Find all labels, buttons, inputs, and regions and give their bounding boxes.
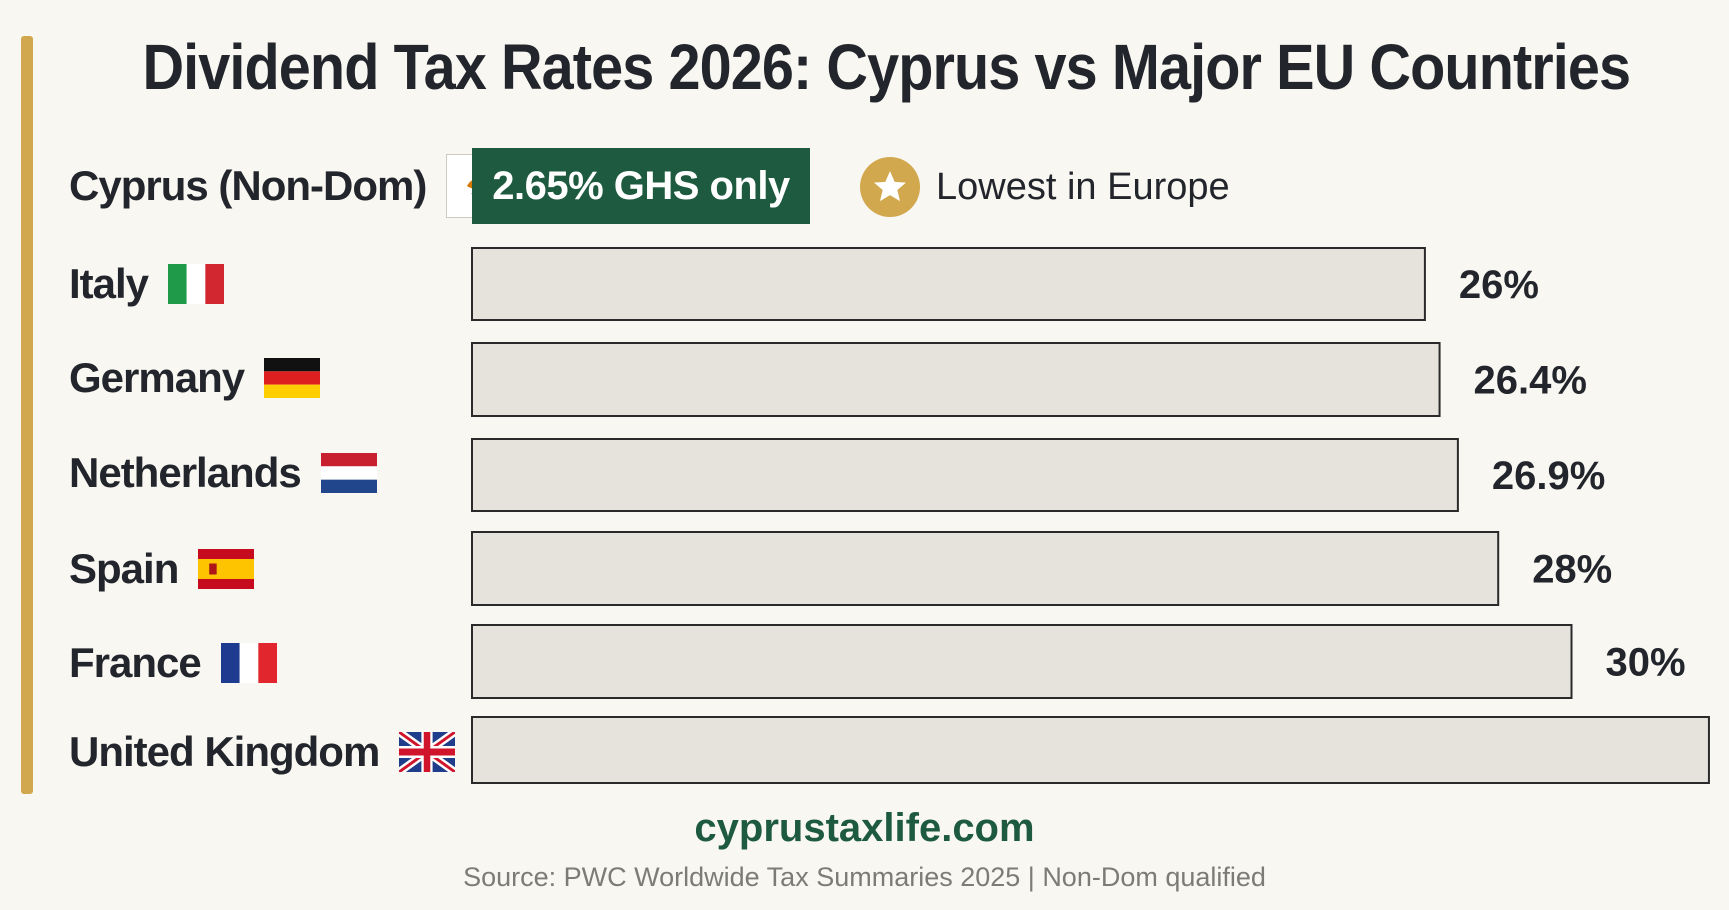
value-label-italy: 26% [1459,263,1539,307]
country-label-italy: Italy [69,248,225,320]
country-name: Spain [69,545,179,592]
value-label-netherlands: 26.9% [1492,454,1605,498]
country-label-spain: Spain [69,533,255,605]
netherlands-flag-icon [320,453,377,493]
value-label-spain: 28% [1532,548,1612,592]
value-label-germany: 26.4% [1474,359,1587,403]
france-flag-icon [220,643,277,683]
country-label-germany: Germany [69,342,321,414]
bar-france [471,624,1573,699]
bar-germany [471,342,1441,417]
country-name: United Kingdom [69,728,380,775]
accent-bar [21,36,33,794]
italy-flag-icon [168,264,225,304]
country-label-france: France [69,627,277,699]
footer-domain: cyprustaxlife.com [694,806,1035,850]
country-name: Netherlands [69,449,302,496]
bar-spain [471,531,1500,606]
chart-title: Dividend Tax Rates 2026: Cyprus vs Major… [142,31,1631,103]
value-label-france: 30% [1606,641,1686,685]
country-label-netherlands: Netherlands [69,437,377,509]
country-name: Cyprus (Non-Dom) [69,162,427,209]
bar-netherlands [471,438,1459,512]
spain-flag-icon [198,549,255,589]
lowest-badge-label: Lowest in Europe [936,165,1230,208]
country-label-uk: United Kingdom [69,716,456,788]
country-name: Germany [69,354,245,401]
country-name: France [69,639,202,686]
star-icon [860,157,920,217]
cyprus-rate-box: 2.65% GHS only [472,148,810,224]
footer-source: Source: PWC Worldwide Tax Summaries 2025… [463,862,1266,892]
bar-italy [471,247,1426,321]
bar-united-kingdom [471,716,1710,784]
lowest-badge: Lowest in Europe [860,156,1230,218]
germany-flag-icon [264,358,321,398]
country-name: Italy [69,260,149,307]
uk-flag-icon [399,732,456,772]
